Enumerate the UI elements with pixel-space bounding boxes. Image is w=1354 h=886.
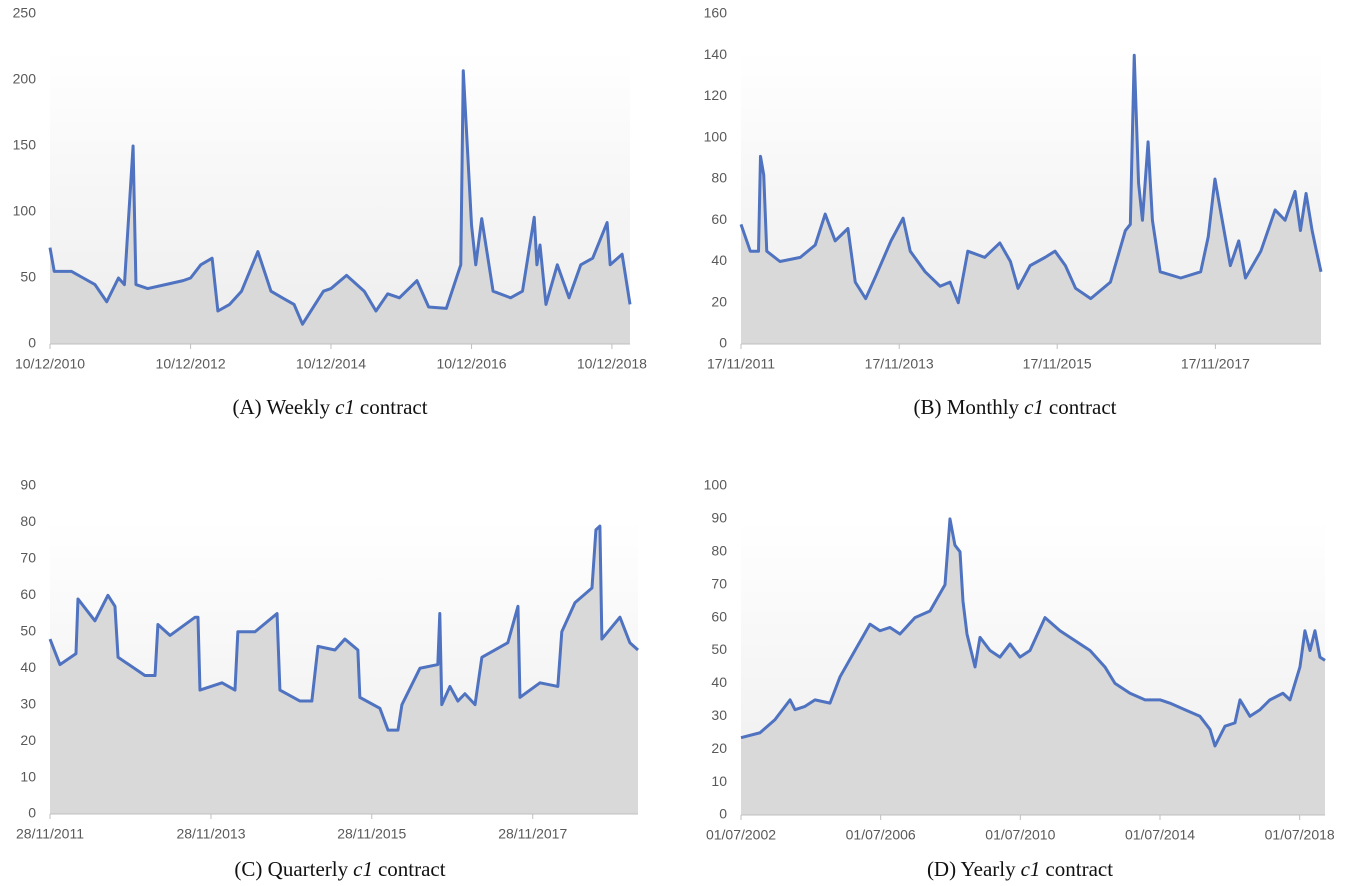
y-tick-label: 70 [20, 550, 36, 566]
caption-emphasis: c1 [1024, 395, 1044, 419]
y-tick-label: 40 [20, 659, 36, 675]
caption-rest: contract [378, 857, 446, 881]
caption-rest: contract [1049, 395, 1117, 419]
caption-label: (B) Monthly [913, 395, 1019, 419]
y-tick-label: 0 [719, 335, 727, 351]
y-tick-label: 120 [704, 87, 728, 103]
y-tick-label: 40 [711, 252, 727, 268]
caption: (C) Quarterly c1 contract [234, 857, 445, 881]
area-fill [50, 526, 638, 814]
caption: (A) Weekly c1 contract [232, 395, 427, 419]
y-tick-label: 200 [13, 71, 37, 87]
x-tick-label: 10/12/2010 [15, 356, 85, 372]
y-tick-label: 90 [711, 510, 727, 526]
x-tick-label: 10/12/2014 [296, 356, 366, 372]
line [740, 517, 1326, 748]
y-tick-label: 100 [13, 203, 37, 219]
x-tick-label: 28/11/2017 [498, 826, 567, 842]
caption-label: (C) Quarterly [234, 857, 348, 881]
y-tick-label: 40 [711, 674, 727, 690]
x-tick-label: 17/11/2013 [865, 356, 934, 372]
caption-label: (A) Weekly [232, 395, 330, 419]
x-tick-label: 10/12/2016 [436, 356, 506, 372]
x-tick-label: 01/07/2014 [1125, 827, 1195, 843]
y-tick-label: 100 [704, 477, 728, 493]
y-tick-label: 100 [704, 128, 728, 144]
y-tick-label: 10 [20, 768, 36, 784]
y-tick-label: 20 [711, 293, 727, 309]
y-tick-label: 90 [20, 477, 36, 493]
caption-label: (D) Yearly [927, 857, 1016, 881]
caption-emphasis: c1 [335, 395, 355, 419]
x-tick-label: 01/07/2006 [846, 827, 916, 843]
y-tick-label: 10 [711, 773, 727, 789]
y-tick-label: 50 [20, 622, 36, 638]
line [48, 69, 632, 326]
caption: (D) Yearly c1 contract [927, 857, 1113, 881]
x-tick-label: 10/12/2012 [156, 356, 226, 372]
y-tick-label: 80 [20, 513, 36, 529]
area-fill [741, 518, 1325, 815]
caption-emphasis: c1 [353, 857, 373, 881]
y-tick-label: 160 [704, 5, 728, 21]
x-tick-label: 28/11/2013 [176, 826, 245, 842]
y-tick-label: 30 [711, 707, 727, 723]
caption: (B) Monthly c1 contract [913, 395, 1116, 419]
x-tick-label: 28/11/2015 [337, 826, 406, 842]
y-tick-label: 60 [711, 211, 727, 227]
y-tick-label: 150 [13, 137, 37, 153]
area-fill [50, 70, 630, 344]
y-tick-label: 60 [711, 608, 727, 624]
x-tick-label: 17/11/2011 [707, 356, 775, 372]
y-tick-label: 60 [20, 586, 36, 602]
x-tick-label: 17/11/2017 [1181, 356, 1250, 372]
y-tick-label: 50 [20, 269, 36, 285]
area-fill [741, 55, 1321, 344]
y-tick-label: 0 [719, 806, 727, 822]
caption-rest: contract [360, 395, 428, 419]
caption-rest: contract [1045, 857, 1113, 881]
line [48, 524, 640, 732]
y-tick-label: 80 [711, 170, 727, 186]
line [739, 53, 1323, 305]
y-tick-label: 80 [711, 543, 727, 559]
y-tick-label: 30 [20, 695, 36, 711]
x-tick-label: 01/07/2018 [1265, 827, 1335, 843]
y-tick-label: 50 [711, 641, 727, 657]
y-tick-label: 20 [20, 732, 36, 748]
y-tick-label: 0 [28, 335, 36, 351]
x-tick-label: 10/12/2018 [577, 356, 647, 372]
y-tick-label: 0 [28, 805, 36, 821]
x-tick-label: 01/07/2002 [706, 827, 776, 843]
y-tick-label: 250 [13, 5, 37, 21]
x-tick-label: 28/11/2011 [16, 826, 84, 842]
x-tick-label: 17/11/2015 [1023, 356, 1092, 372]
y-tick-label: 140 [704, 46, 728, 62]
x-tick-label: 01/07/2010 [985, 827, 1055, 843]
y-tick-label: 20 [711, 740, 727, 756]
caption-emphasis: c1 [1021, 857, 1041, 881]
y-tick-label: 70 [711, 575, 727, 591]
